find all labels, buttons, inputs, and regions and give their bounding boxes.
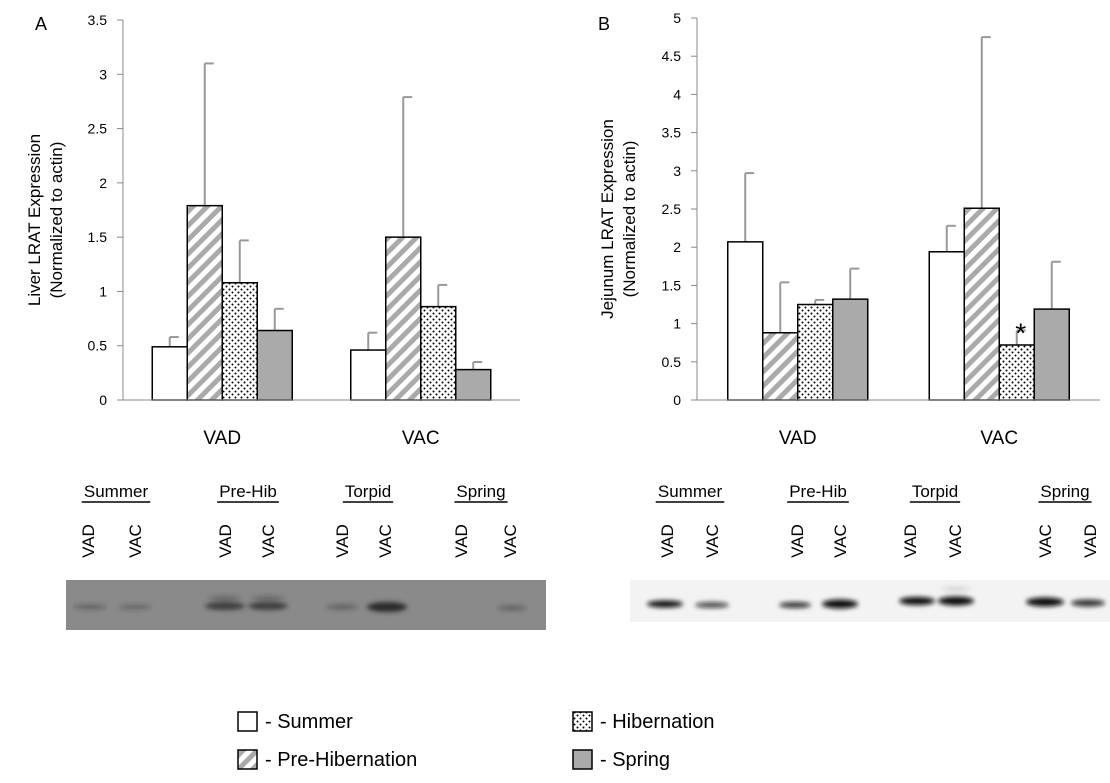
lane-label: VAC bbox=[946, 524, 965, 558]
legend-label: - Spring bbox=[600, 749, 670, 771]
panel-label: A bbox=[35, 14, 47, 34]
x-tick-label: VAD bbox=[779, 428, 817, 449]
group-label: Torpid bbox=[912, 482, 958, 501]
lane-label: VAC bbox=[703, 524, 722, 558]
y-tick-label: 3.5 bbox=[662, 125, 682, 141]
x-tick-label: VAC bbox=[402, 428, 440, 449]
panel-label: B bbox=[598, 14, 610, 34]
bar bbox=[351, 350, 386, 400]
y-tick-label: 0.5 bbox=[662, 354, 682, 370]
bar bbox=[187, 206, 222, 400]
group-label: Spring bbox=[1040, 482, 1089, 501]
legend-label: - Summer bbox=[265, 711, 353, 733]
y-tick-label: 0 bbox=[673, 392, 681, 408]
lane-label: VAC bbox=[501, 524, 520, 558]
group-label: Summer bbox=[84, 482, 149, 501]
lane-label: VAD bbox=[333, 524, 352, 558]
lane-label: VAD bbox=[79, 524, 98, 558]
lane-label: VAD bbox=[901, 524, 920, 558]
blot-image-b bbox=[630, 580, 1110, 622]
lane-label: VAC bbox=[831, 524, 850, 558]
bar bbox=[421, 307, 456, 400]
bar bbox=[728, 242, 763, 400]
y-tick-label: 3.5 bbox=[88, 12, 108, 28]
y-tick-label: 2.5 bbox=[662, 201, 682, 217]
y-tick-label: 3 bbox=[673, 163, 681, 179]
figure: ALiver LRAT Expression(Normalized to act… bbox=[0, 0, 1110, 783]
y-tick-label: 0 bbox=[99, 392, 107, 408]
bar bbox=[1034, 309, 1069, 400]
bar bbox=[999, 345, 1034, 400]
legend-swatch bbox=[573, 712, 592, 731]
lane-label: VAD bbox=[1081, 524, 1100, 558]
group-label: Spring bbox=[456, 482, 505, 501]
y-tick-label: 3 bbox=[99, 66, 107, 82]
blot-image-a bbox=[66, 580, 546, 630]
y-tick-label: 1.5 bbox=[662, 277, 682, 293]
group-label: Pre-Hib bbox=[219, 482, 277, 501]
legend-swatch bbox=[573, 750, 592, 769]
y-tick-label: 4 bbox=[673, 86, 681, 102]
lane-label: VAC bbox=[1036, 524, 1055, 558]
y-axis-label: (Normalized to actin) bbox=[620, 141, 639, 298]
y-tick-label: 1 bbox=[99, 283, 107, 299]
bar bbox=[257, 331, 292, 400]
bar bbox=[798, 305, 833, 401]
lane-label: VAC bbox=[126, 524, 145, 558]
y-tick-label: 4.5 bbox=[662, 48, 682, 64]
bar bbox=[763, 333, 798, 400]
lane-label: VAD bbox=[658, 524, 677, 558]
bar bbox=[964, 208, 999, 400]
y-tick-label: 1.5 bbox=[88, 229, 108, 245]
y-tick-label: 5 bbox=[673, 10, 681, 26]
legend-label: - Hibernation bbox=[600, 711, 715, 733]
y-axis-label: Liver LRAT Expression bbox=[25, 134, 44, 306]
group-label: Torpid bbox=[345, 482, 391, 501]
bar bbox=[222, 283, 257, 400]
y-tick-label: 2.5 bbox=[88, 121, 108, 137]
group-label: Pre-Hib bbox=[789, 482, 847, 501]
legend-swatch bbox=[238, 712, 257, 731]
lane-label: VAD bbox=[216, 524, 235, 558]
y-axis-label: Jejunum LRAT Expression bbox=[598, 119, 617, 319]
bar bbox=[456, 370, 491, 400]
group-label: Summer bbox=[658, 482, 723, 501]
lane-label: VAD bbox=[788, 524, 807, 558]
bar bbox=[833, 299, 868, 400]
x-tick-label: VAD bbox=[203, 428, 241, 449]
bar bbox=[929, 252, 964, 400]
y-tick-label: 2 bbox=[99, 175, 107, 191]
lane-label: VAC bbox=[259, 524, 278, 558]
legend-swatch bbox=[238, 750, 257, 769]
y-tick-label: 1 bbox=[673, 316, 681, 332]
annotation: * bbox=[1015, 317, 1026, 348]
legend-label: - Pre-Hibernation bbox=[265, 749, 417, 771]
bar bbox=[386, 237, 421, 400]
y-axis-label: (Normalized to actin) bbox=[47, 142, 66, 299]
y-tick-label: 2 bbox=[673, 239, 681, 255]
x-tick-label: VAC bbox=[980, 428, 1018, 449]
lane-label: VAD bbox=[452, 524, 471, 558]
lane-label: VAC bbox=[376, 524, 395, 558]
page: ALiver LRAT Expression(Normalized to act… bbox=[0, 0, 1110, 783]
bar bbox=[152, 347, 187, 400]
y-tick-label: 0.5 bbox=[88, 338, 108, 354]
